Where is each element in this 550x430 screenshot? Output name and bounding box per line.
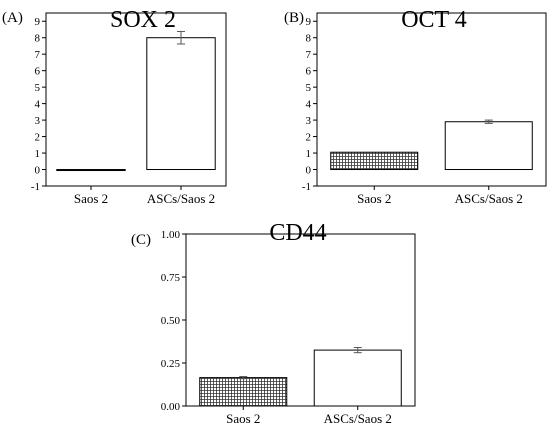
y-tick-label: 8 [35,33,41,45]
y-tick-label: 0 [306,165,312,177]
chart-panel-1: (A) SOX 2 -1 0 1 2 3 4 5 6 7 8 9 Saos 2 ASCs/Saos 2 [2,7,227,206]
y-tick-label: 7 [306,49,312,61]
category-label: Saos 2 [226,411,260,426]
y-tick-label: 0.50 [161,315,181,327]
y-tick-label: 8 [306,33,312,45]
y-tick-label: 1.00 [161,229,181,241]
panel-label: (B) [284,10,304,26]
y-tick-label: 6 [306,66,312,78]
y-tick-label: 0.00 [161,401,181,413]
bar-1 [199,377,288,407]
y-tick-label: 0 [35,165,41,177]
y-tick-label: 7 [35,49,41,61]
bar-1 [56,169,126,172]
y-tick-label: 3 [306,115,312,127]
bar-1 [330,151,419,171]
y-tick-label: 4 [306,99,312,111]
plot-frame [45,12,227,187]
bar-2 [313,349,402,407]
y-tick-label: -1 [31,181,40,193]
error-bar [484,119,493,124]
panel-label: (A) [2,10,23,26]
category-label: Saos 2 [74,191,108,206]
y-tick-label: 6 [35,66,41,78]
chart-panel-2: (B) OCT 4 -1 0 1 2 3 4 5 6 7 8 9 Saos 2 ASCs/Saos 2 [284,7,547,206]
bar-2 [146,37,216,171]
y-tick-label: 3 [35,115,41,127]
y-tick-label: 5 [306,82,312,94]
error-bar [239,376,248,380]
chart-panel-3: (C) CD44 0.00 0.25 0.50 0.75 1.00 Saos 2 ASCs/Sa… [131,220,416,426]
y-tick-label: 2 [306,132,312,144]
chart-title: SOX 2 [110,7,176,33]
panel-label: (C) [131,232,151,248]
category-label: ASCs/Saos 2 [147,191,215,206]
y-tick-label: 1 [306,148,312,160]
bar-2 [444,121,533,171]
category-label: ASCs/Saos 2 [455,191,523,206]
y-tick-label: 0.75 [161,272,181,284]
category-label: ASCs/Saos 2 [324,411,392,426]
plot-frame [316,12,547,187]
chart-title: CD44 [269,220,326,246]
y-tick-label: -1 [302,181,311,193]
y-tick-label: 4 [35,99,41,111]
chart-title: OCT 4 [401,7,467,33]
category-label: Saos 2 [357,191,391,206]
y-tick-label: 2 [35,132,41,144]
error-bar [353,347,362,354]
y-tick-label: 9 [35,16,41,28]
y-tick-label: 9 [306,16,312,28]
y-tick-label: 5 [35,82,41,94]
error-bar [177,30,185,45]
y-tick-label: 1 [35,148,41,160]
y-tick-label: 0.25 [161,358,181,370]
